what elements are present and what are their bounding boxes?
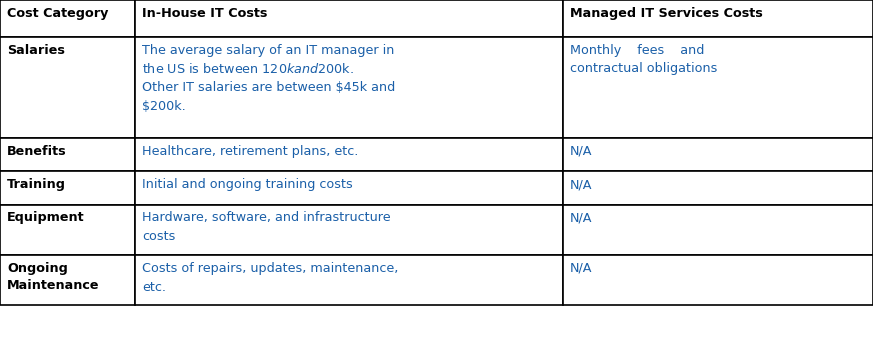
Text: $200k.: $200k. <box>142 100 186 113</box>
Text: etc.: etc. <box>142 280 166 293</box>
Text: N/A: N/A <box>570 145 593 158</box>
Bar <box>0 255 135 305</box>
Bar <box>135 255 563 305</box>
Bar <box>0 205 135 255</box>
Bar <box>135 37 563 138</box>
Text: Other IT salaries are between $45k and: Other IT salaries are between $45k and <box>142 81 395 94</box>
Bar <box>0 171 135 205</box>
Text: Training: Training <box>7 178 66 191</box>
Text: Ongoing
Maintenance: Ongoing Maintenance <box>7 262 100 292</box>
Text: the US is between $120k and $200k.: the US is between $120k and $200k. <box>142 62 354 76</box>
Bar <box>135 0 563 37</box>
Bar <box>563 205 873 255</box>
Bar <box>0 138 135 171</box>
Text: costs: costs <box>142 230 175 243</box>
Text: Costs of repairs, updates, maintenance,: Costs of repairs, updates, maintenance, <box>142 262 399 275</box>
Bar <box>135 138 563 171</box>
Text: In-House IT Costs: In-House IT Costs <box>142 7 268 20</box>
Text: Benefits: Benefits <box>7 145 66 158</box>
Text: N/A: N/A <box>570 211 593 224</box>
Bar <box>563 171 873 205</box>
Text: Hardware, software, and infrastructure: Hardware, software, and infrastructure <box>142 211 391 224</box>
Text: contractual obligations: contractual obligations <box>570 62 718 75</box>
Bar <box>135 205 563 255</box>
Bar <box>563 37 873 138</box>
Bar <box>135 171 563 205</box>
Text: Healthcare, retirement plans, etc.: Healthcare, retirement plans, etc. <box>142 145 359 158</box>
Bar <box>563 255 873 305</box>
Text: Monthly    fees    and: Monthly fees and <box>570 44 705 56</box>
Text: Salaries: Salaries <box>7 44 65 56</box>
Text: N/A: N/A <box>570 262 593 275</box>
Text: Equipment: Equipment <box>7 211 85 224</box>
Text: Initial and ongoing training costs: Initial and ongoing training costs <box>142 178 353 191</box>
Text: The average salary of an IT manager in: The average salary of an IT manager in <box>142 44 395 56</box>
Bar <box>563 138 873 171</box>
Bar <box>0 37 135 138</box>
Text: Managed IT Services Costs: Managed IT Services Costs <box>570 7 763 20</box>
Bar <box>0 0 135 37</box>
Text: N/A: N/A <box>570 178 593 191</box>
Text: Cost Category: Cost Category <box>7 7 108 20</box>
Bar <box>563 0 873 37</box>
